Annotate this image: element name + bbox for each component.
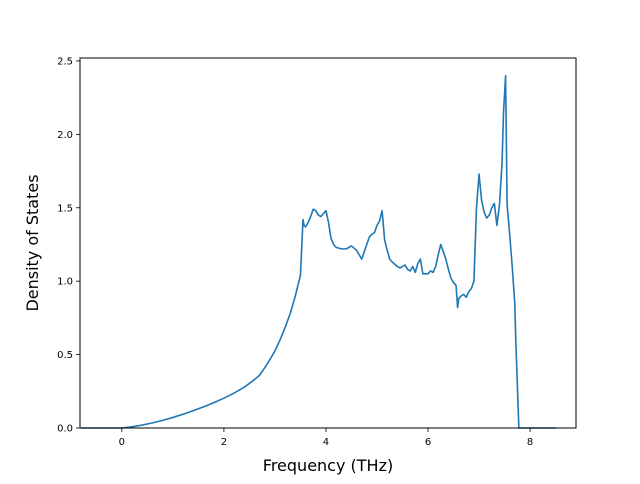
- dos-line: [81, 74, 556, 429]
- x-tick-label: 4: [323, 437, 329, 448]
- x-tick-label: 6: [425, 437, 431, 448]
- y-tick-label: 0.5: [57, 350, 73, 361]
- y-tick-label: 2.0: [57, 130, 73, 141]
- x-axis-label: Frequency (THz): [263, 456, 393, 475]
- y-tick-label: 1.5: [57, 203, 73, 214]
- y-axis-ticks: 0.0 0.5 1.0 1.5 2.0 2.5: [57, 56, 80, 435]
- y-tick-label: 2.5: [57, 56, 73, 67]
- plot-content: [81, 74, 556, 429]
- plot-area: [80, 58, 576, 428]
- y-tick-label: 1.0: [57, 277, 73, 288]
- x-tick-label: 0: [119, 437, 125, 448]
- x-axis-ticks: 0 2 4 6 8: [119, 428, 533, 448]
- y-tick-label: 0.0: [57, 424, 73, 435]
- x-tick-label: 2: [221, 437, 227, 448]
- axes-frame: [79, 57, 577, 429]
- y-axis-label: Density of States: [23, 174, 42, 311]
- x-tick-label: 8: [527, 437, 533, 448]
